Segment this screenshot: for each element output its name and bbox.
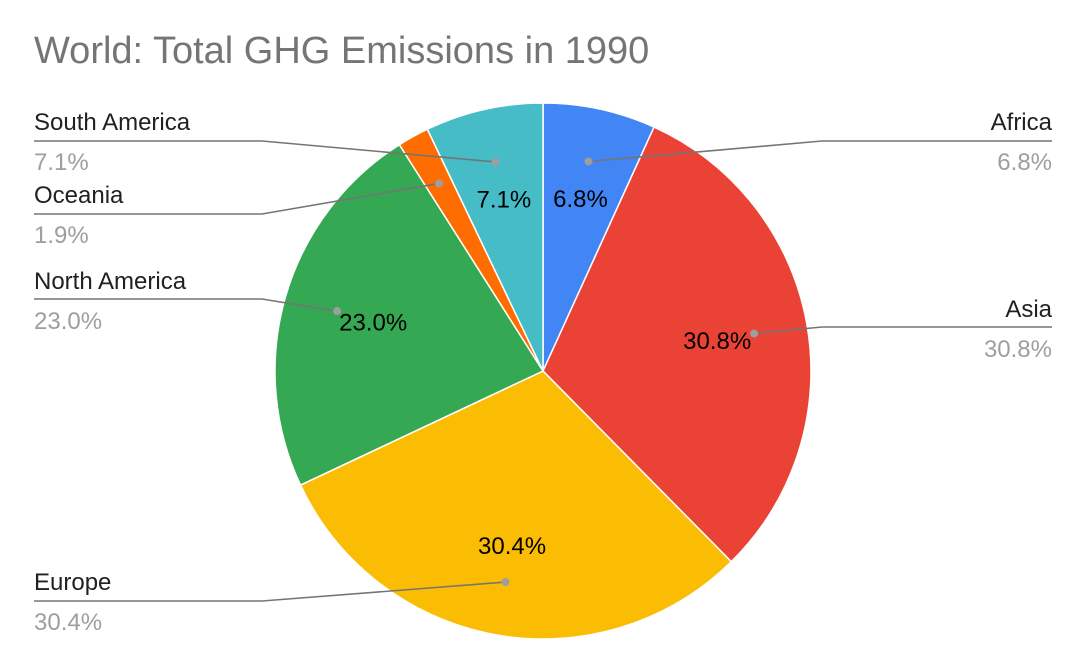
pie-callouts: Africa 6.8% Asia 30.8% Europe 30.4% North Amer…: [34, 109, 1053, 636]
callout-line-asia: [754, 326, 1052, 335]
slice-south-america[interactable]: [426, 102, 544, 372]
callout-name-africa: Africa: [991, 109, 1053, 136]
callout-percent-south-america: 7.1%: [34, 149, 89, 176]
callout-name-asia: Asia: [1005, 296, 1052, 323]
slice-label-africa: 6.8%: [553, 186, 608, 213]
chart-title: World: Total GHG Emissions in 1990: [34, 30, 650, 72]
slice-asia[interactable]: [542, 126, 812, 563]
callout-percent-north-america: 23.0%: [34, 308, 102, 335]
callout-percent-oceania: 1.9%: [34, 222, 89, 249]
callout-line-south-america: [34, 140, 496, 163]
slice-europe[interactable]: [299, 370, 733, 640]
callout-dot-europe: [501, 578, 510, 587]
slice-north-america[interactable]: [274, 143, 545, 487]
callout-line-oceania: [34, 182, 440, 215]
callout-dot-oceania: [435, 179, 444, 188]
callout-line-europe: [34, 581, 506, 602]
callout-name-europe: Europe: [34, 569, 111, 596]
callout-percent-europe: 30.4%: [34, 609, 102, 636]
callout-dot-asia: [750, 329, 759, 338]
slice-label-europe: 30.4%: [478, 533, 546, 560]
callout-name-oceania: Oceania: [34, 182, 124, 209]
callout-name-south-america: South America: [34, 109, 191, 136]
callout-name-north-america: North America: [34, 268, 187, 295]
pie-slices: [274, 102, 812, 640]
callout-percent-asia: 30.8%: [984, 336, 1052, 363]
callout-dot-north-america: [333, 307, 342, 316]
slice-label-asia: 30.8%: [683, 328, 751, 355]
pie-inside-labels: 6.8% 30.8% 30.4% 23.0% 7.1%: [339, 186, 751, 560]
slice-label-north-america: 23.0%: [339, 310, 407, 337]
callout-dot-africa: [584, 157, 593, 166]
callout-dot-south-america: [491, 157, 500, 166]
callout-line-africa: [588, 140, 1052, 163]
callout-percent-africa: 6.8%: [997, 149, 1052, 176]
slice-africa[interactable]: [542, 102, 656, 372]
callout-line-north-america: [34, 298, 338, 312]
slice-label-south-america: 7.1%: [477, 187, 532, 214]
